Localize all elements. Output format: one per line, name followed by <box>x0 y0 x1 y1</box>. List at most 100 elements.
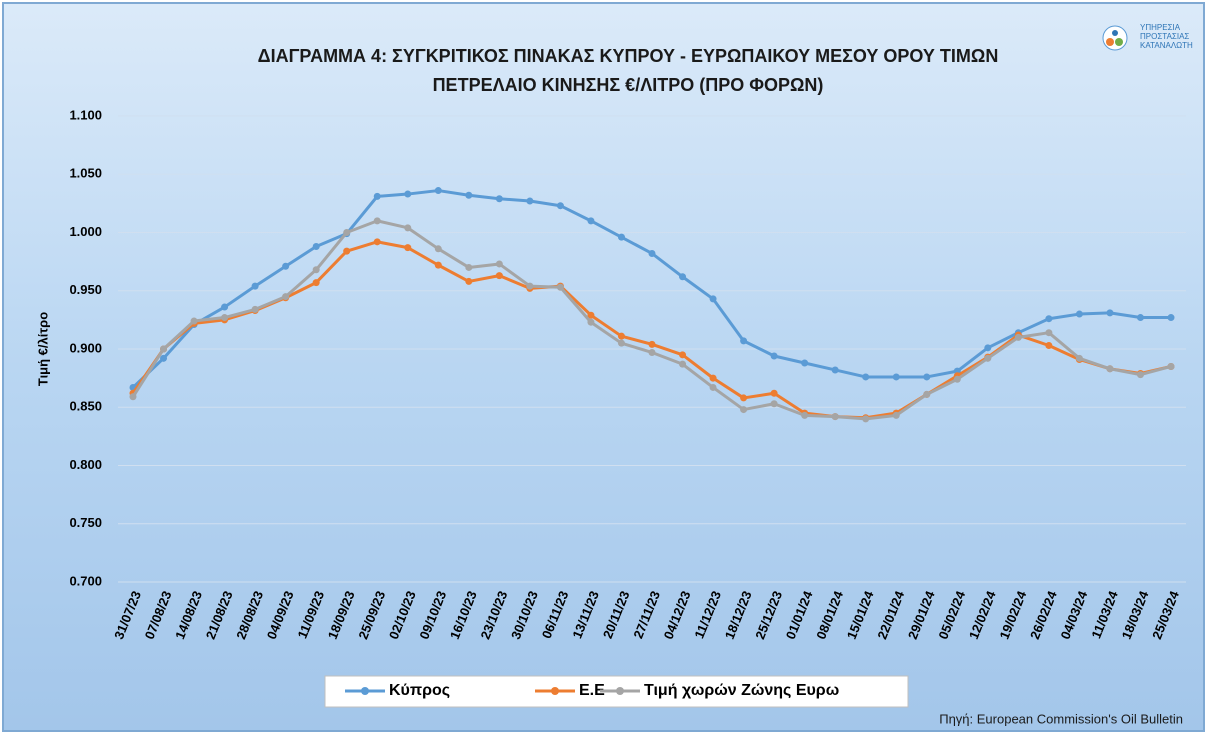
y-tick-label: 0.850 <box>69 399 102 414</box>
logo-icon <box>1112 30 1118 36</box>
point <box>434 187 442 195</box>
logo-text: ΚΑΤΑΝΑΛΩΤΗ <box>1140 41 1193 50</box>
point <box>465 277 473 285</box>
point <box>831 366 839 374</box>
point <box>648 249 656 257</box>
legend-swatch <box>616 687 624 695</box>
point <box>1136 371 1144 379</box>
point <box>923 390 931 398</box>
point <box>679 351 687 359</box>
point <box>1136 314 1144 322</box>
chart-title: ΠΕΤΡΕΛΑΙΟ ΚΙΝΗΣΗΣ €/ΛΙΤΡΟ (ΠΡΟ ΦΟΡΩΝ) <box>433 75 824 95</box>
chart-title: ΔΙΑΓΡΑΜΜΑ 4: ΣΥΓΚΡΙΤΙΚΟΣ ΠΙΝΑΚΑΣ ΚΥΠΡΟΥ … <box>258 46 999 66</box>
point <box>648 340 656 348</box>
logo-icon <box>1106 38 1114 46</box>
point <box>221 314 229 322</box>
point <box>709 383 717 391</box>
point <box>373 238 381 246</box>
point <box>190 317 198 325</box>
y-tick-label: 0.900 <box>69 340 102 355</box>
point <box>312 279 320 287</box>
point <box>1045 329 1053 337</box>
point <box>495 260 503 268</box>
point <box>343 247 351 255</box>
point <box>556 202 564 210</box>
point <box>617 339 625 347</box>
point <box>373 217 381 225</box>
point <box>160 345 168 353</box>
y-tick-label: 0.950 <box>69 282 102 297</box>
point <box>526 282 534 290</box>
legend-label: Τιμή χωρών Ζώνης Ευρω <box>644 682 839 699</box>
y-tick-label: 0.700 <box>69 573 102 588</box>
point <box>1045 342 1053 350</box>
point <box>495 195 503 203</box>
point <box>587 311 595 319</box>
logo: ΥΠΗΡΕΣΙΑ ΠΡΟΣΤΑΣΙΑΣ ΚΑΤΑΝΑΛΩΤΗ <box>1102 23 1193 51</box>
point <box>923 373 931 381</box>
y-tick-label: 0.800 <box>69 457 102 472</box>
y-tick-label: 1.100 <box>69 107 102 122</box>
source: Πηγή: European Commission's Oil Bulletin <box>939 711 1183 726</box>
point <box>1106 365 1114 373</box>
point <box>526 197 534 205</box>
point <box>617 233 625 241</box>
point <box>556 283 564 291</box>
point <box>1045 315 1053 323</box>
point <box>1075 310 1083 318</box>
point <box>862 415 870 423</box>
point <box>1167 362 1175 370</box>
point <box>984 344 992 352</box>
point <box>709 295 717 303</box>
point <box>953 375 961 383</box>
point <box>862 373 870 381</box>
point <box>404 224 412 232</box>
y-tick-label: 1.050 <box>69 166 102 181</box>
point <box>587 318 595 326</box>
logo-text: ΠΡΟΣΤΑΣΙΑΣ <box>1140 32 1189 41</box>
y-tick-label: 1.000 <box>69 224 102 239</box>
point <box>373 192 381 200</box>
point <box>831 413 839 421</box>
point <box>892 411 900 419</box>
point <box>740 406 748 414</box>
point <box>1014 333 1022 341</box>
point <box>617 332 625 340</box>
point <box>434 245 442 253</box>
y-axis-label: Τιμή €/λίτρο <box>35 312 50 386</box>
point <box>740 337 748 345</box>
point <box>679 273 687 281</box>
point <box>801 411 809 419</box>
legend-swatch <box>361 687 369 695</box>
point <box>221 303 229 311</box>
point <box>1075 354 1083 362</box>
point <box>404 190 412 198</box>
legend-swatch <box>551 687 559 695</box>
point <box>160 354 168 362</box>
point <box>770 389 778 397</box>
point <box>740 394 748 402</box>
point <box>587 217 595 225</box>
point <box>465 191 473 199</box>
logo-icon <box>1115 38 1123 46</box>
point <box>648 348 656 356</box>
point <box>1106 309 1114 317</box>
point <box>892 373 900 381</box>
y-tick-label: 0.750 <box>69 515 102 530</box>
legend-label: Κύπρος <box>389 682 450 699</box>
point <box>312 266 320 274</box>
point <box>801 359 809 367</box>
point <box>465 263 473 271</box>
point <box>251 305 259 313</box>
point <box>770 352 778 360</box>
point <box>282 262 290 270</box>
logo-text: ΥΠΗΡΕΣΙΑ <box>1140 23 1181 32</box>
point <box>434 261 442 269</box>
point <box>251 282 259 290</box>
point <box>129 393 137 401</box>
point <box>495 272 503 280</box>
point <box>709 374 717 382</box>
point <box>770 400 778 408</box>
